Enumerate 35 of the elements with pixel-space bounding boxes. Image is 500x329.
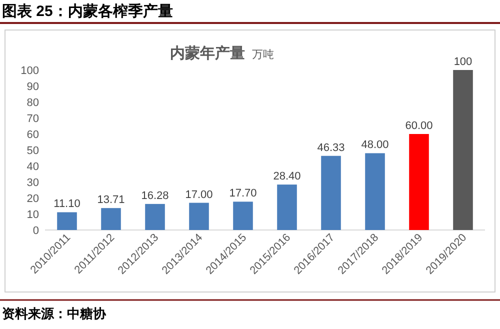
data-label: 48.00 <box>361 139 389 152</box>
data-label: 100 <box>454 56 472 68</box>
data-label: 17.70 <box>229 188 257 200</box>
y-tick-label: 30 <box>26 177 39 189</box>
data-label: 46.33 <box>317 142 345 154</box>
y-tick-label: 80 <box>26 97 39 109</box>
data-label: 11.10 <box>54 198 80 210</box>
y-tick-label: 10 <box>26 209 39 221</box>
y-tick-label: 40 <box>26 161 39 173</box>
y-tick-label: 100 <box>20 65 39 77</box>
bar <box>145 204 165 230</box>
bar <box>409 134 429 230</box>
y-tick-label: 90 <box>26 81 39 93</box>
data-label: 17.00 <box>185 188 213 201</box>
data-label: 13.71 <box>97 194 125 206</box>
data-label: 60.00 <box>405 120 433 132</box>
bar <box>101 208 121 230</box>
y-axis-title: 万吨 <box>252 48 274 61</box>
data-label: 28.40 <box>273 170 301 183</box>
bar <box>365 153 385 230</box>
y-tick-label: 70 <box>26 113 39 125</box>
bar <box>57 212 77 230</box>
y-tick-label: 0 <box>32 225 39 237</box>
bar <box>453 70 473 230</box>
bar <box>321 156 341 230</box>
y-tick-label: 50 <box>26 145 39 157</box>
chart-subtitle: 内蒙年产量 <box>170 45 245 62</box>
bar <box>189 202 209 230</box>
text: 资料来源：中糖协 <box>2 306 107 321</box>
bar <box>277 184 297 230</box>
bar <box>233 202 253 230</box>
chart-title: 图表 25：内蒙各榨季产量 <box>2 3 173 20</box>
data-label: 16.28 <box>141 190 169 202</box>
y-tick-label: 60 <box>26 129 39 141</box>
y-tick-label: 20 <box>26 193 39 205</box>
